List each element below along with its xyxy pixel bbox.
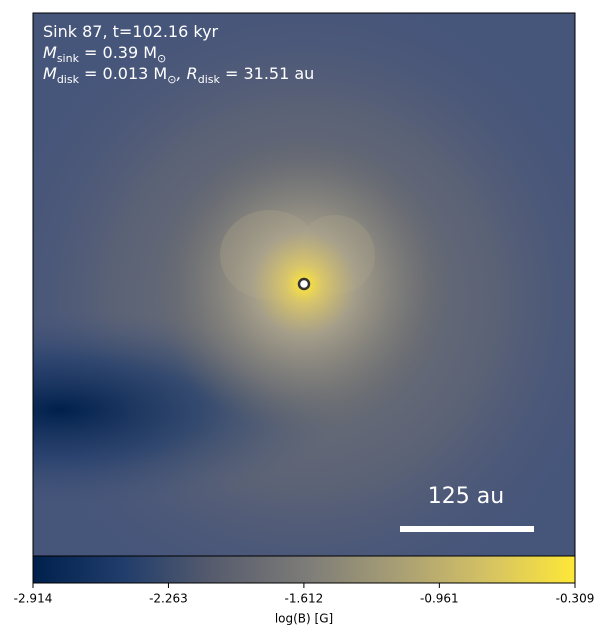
annotation-line: Mdisk = 0.013 M⊙, Rdisk = 31.51 au (43, 64, 314, 86)
colorbar-tick-label: -0.309 (556, 592, 595, 606)
text-segment: = 31.51 au (220, 64, 314, 83)
text-segment: , R (176, 64, 197, 83)
subscript: disk (57, 73, 80, 86)
sink-marker (297, 277, 311, 291)
scale-bar-label: 125 au (428, 484, 504, 509)
colorbar (32, 555, 576, 584)
colorbar-tick-label: -1.612 (285, 592, 324, 606)
colorbar-ticks: -2.914 -2.263 -1.612 -0.961 -0.309 (14, 583, 595, 606)
colorbar-label: log(B) [G] (275, 612, 333, 626)
text-segment: = 0.013 M (79, 64, 167, 83)
subscript: ⊙ (167, 73, 176, 86)
text-segment: M (43, 43, 57, 62)
subscript: disk (198, 73, 221, 86)
colorbar-tick-label: -2.263 (149, 592, 188, 606)
text-segment: = 0.39 M (79, 43, 157, 62)
subscript: sink (57, 52, 80, 65)
subscript: ⊙ (157, 52, 166, 65)
annotation-line: Sink 87, t=102.16 kyr (43, 22, 219, 41)
text-segment: M (43, 64, 57, 83)
annotation-line: Msink = 0.39 M⊙ (43, 43, 166, 65)
colorbar-tick-label: -2.914 (14, 592, 53, 606)
colorbar-tick-label: -0.961 (420, 592, 459, 606)
text-segment: Sink 87, t=102.16 kyr (43, 22, 219, 41)
